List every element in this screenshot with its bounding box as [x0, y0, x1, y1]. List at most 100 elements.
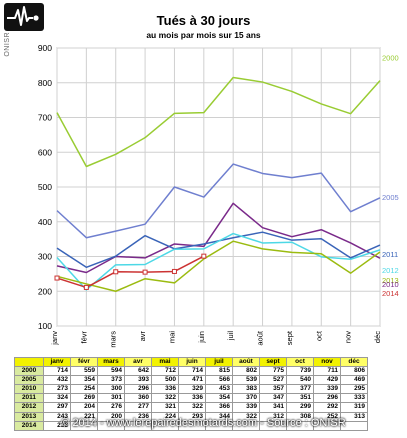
- legend-label-2012: 2012: [382, 266, 399, 275]
- table-header-cell: mars: [97, 356, 125, 368]
- table-header-cell: juil: [205, 356, 233, 368]
- table-header-cell: avr: [124, 356, 152, 368]
- y-tick-label: 300: [38, 252, 52, 262]
- table-header-cell: déc: [340, 356, 368, 368]
- table-cell: 339: [313, 384, 341, 395]
- table-cell: 296: [124, 384, 152, 395]
- table-cell: 322: [178, 402, 206, 413]
- table-header-row: janv févr mars avr mai juin juil août sept oct nov…: [14, 356, 368, 368]
- x-tick-label: juil: [226, 331, 235, 342]
- table-year-cell: 2000: [14, 366, 44, 377]
- table-cell: 339: [232, 402, 260, 413]
- table-cell: 313: [340, 411, 368, 422]
- table-cell: 527: [259, 375, 287, 386]
- x-tick-label: janv: [50, 331, 59, 346]
- table-cell: 296: [313, 393, 341, 404]
- table-header-cell: nov: [313, 356, 341, 368]
- legend-label-2011: 2011: [382, 250, 398, 259]
- y-tick-label: 700: [38, 113, 52, 123]
- table-cell: 432: [43, 375, 71, 386]
- table-cell: 739: [286, 366, 314, 377]
- table-cell: 324: [43, 393, 71, 404]
- table-cell: 712: [151, 366, 179, 377]
- table-cell: 300: [97, 384, 125, 395]
- table-cell: 299: [286, 402, 314, 413]
- table-cell: 357: [259, 384, 287, 395]
- table-cell: 469: [340, 375, 368, 386]
- table-cell: 269: [70, 393, 98, 404]
- table-cell: 351: [286, 393, 314, 404]
- y-tick-label: 600: [38, 147, 52, 157]
- table-cell: 273: [43, 384, 71, 395]
- table-cell: 642: [124, 366, 152, 377]
- table-cell: 711: [313, 366, 341, 377]
- y-tick-label: 400: [38, 217, 52, 227]
- table-cell: 815: [205, 366, 233, 377]
- table-cell: 471: [178, 375, 206, 386]
- table-cell: 329: [178, 384, 206, 395]
- table-header-cell: janv: [43, 356, 71, 368]
- table-header-cell: oct: [286, 356, 314, 368]
- table-cell: 566: [205, 375, 233, 386]
- x-tick-label: nov: [344, 331, 353, 343]
- x-tick-label: mai: [167, 331, 176, 343]
- series-line-2013: [56, 240, 381, 292]
- series-line-2000: [56, 76, 381, 168]
- table-cell: 802: [232, 366, 260, 377]
- y-tick-label: 900: [38, 43, 52, 53]
- table-cell: 806: [340, 366, 368, 377]
- series-point-2014: [83, 284, 89, 290]
- table-cell: 321: [151, 402, 179, 413]
- chart-title: Tués à 30 jours: [156, 13, 251, 28]
- series-line-2010: [56, 202, 381, 274]
- table-cell: 370: [232, 393, 260, 404]
- legend-label-2014: 2014: [382, 289, 399, 298]
- table-cell: 354: [70, 375, 98, 386]
- table-cell: 540: [286, 375, 314, 386]
- table-cell: 301: [97, 393, 125, 404]
- table-cell: 377: [286, 384, 314, 395]
- table-row: 2005 432 354 373 393 500 471 566 539 527 540 429 469: [14, 375, 368, 386]
- legend-label-2005: 2005: [382, 193, 399, 202]
- table-header-cell: sept: [259, 356, 287, 368]
- table-header-cell: mai: [151, 356, 179, 368]
- table-cell: 453: [205, 384, 233, 395]
- x-tick-label: avr: [138, 331, 147, 342]
- x-tick-label: déc: [373, 331, 382, 343]
- x-tick-label: oct: [314, 330, 323, 341]
- table-cell: 276: [97, 402, 125, 413]
- y-tick-label: 200: [38, 286, 52, 296]
- table-year-cell: 2012: [14, 402, 44, 413]
- table-row: 2013 243 221 200 236 224 293 344 322 312 308 252 313: [14, 411, 368, 422]
- x-tick-label: mars: [109, 331, 118, 348]
- table-cell: 254: [70, 384, 98, 395]
- table-cell: 341: [259, 402, 287, 413]
- x-tick-label: juin: [197, 331, 206, 344]
- series-point-2014: [142, 269, 148, 275]
- table-cell: 539: [232, 375, 260, 386]
- table-row: 2010 273 254 300 296 336 329 453 383 357 377 339 295: [14, 384, 368, 395]
- table-row: 2012 297 204 276 277 321 322 366 339 341 299 292 319: [14, 402, 368, 413]
- chart-subtitle: au mois par mois sur 15 ans: [146, 30, 261, 40]
- table-row: 2014 238: [14, 420, 368, 431]
- series-line-2014: [56, 255, 205, 289]
- table-cell: 594: [97, 366, 125, 377]
- data-table: janv févr mars avr mai juin juil août sept oct nov…: [14, 356, 368, 431]
- table-cell: 347: [259, 393, 287, 404]
- table-cell: 366: [205, 402, 233, 413]
- table-cell: 319: [340, 402, 368, 413]
- table-cell: 360: [124, 393, 152, 404]
- table-year-cell: 2005: [14, 375, 44, 386]
- table-cell: 429: [313, 375, 341, 386]
- table-cell: 559: [70, 366, 98, 377]
- table-cell: 292: [313, 402, 341, 413]
- table-corner-cell: [14, 356, 44, 368]
- y-tick-label: 800: [38, 78, 52, 88]
- table-cell: 393: [124, 375, 152, 386]
- table-cell: 775: [259, 366, 287, 377]
- table-row: 2011 324 269 301 360 322 336 354 370 347 351 296 333: [14, 393, 368, 404]
- table-cell: 336: [151, 384, 179, 395]
- table-cell: 714: [178, 366, 206, 377]
- y-tick-label: 100: [38, 321, 52, 331]
- table-cell: 354: [205, 393, 233, 404]
